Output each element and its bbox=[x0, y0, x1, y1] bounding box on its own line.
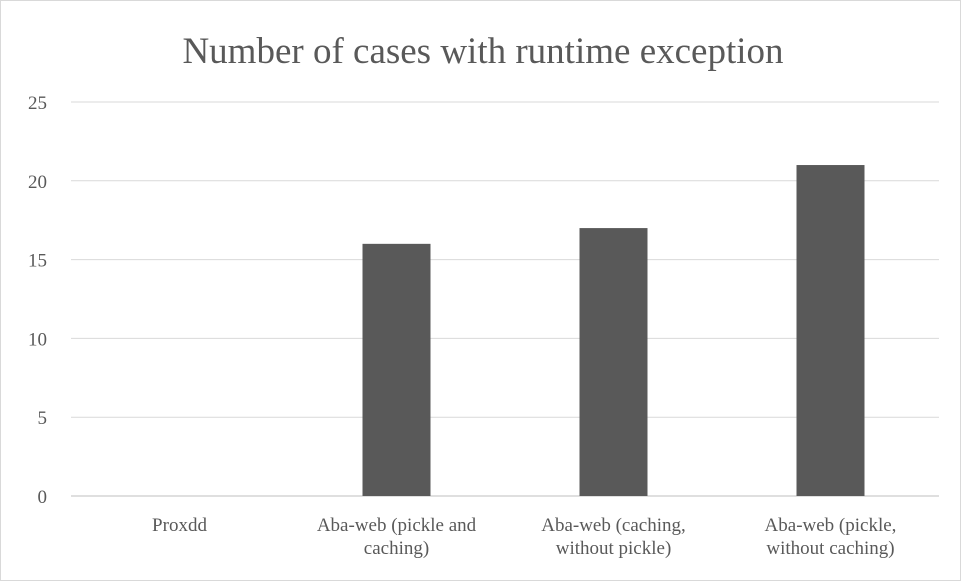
bar bbox=[579, 228, 648, 496]
chart-title: Number of cases with runtime exception bbox=[182, 31, 783, 72]
x-tick-label: Aba-web (pickle, without caching) bbox=[765, 515, 897, 559]
y-axis-ticks: 0 5 10 15 20 25 bbox=[28, 93, 47, 508]
y-tick-label: 15 bbox=[28, 251, 47, 272]
x-tick-label: Proxdd bbox=[152, 515, 207, 536]
x-tick-label: Aba-web (pickle and caching) bbox=[317, 515, 477, 559]
y-tick-label: 10 bbox=[28, 329, 47, 350]
gridlines bbox=[71, 101, 939, 497]
y-tick-label: 5 bbox=[38, 408, 48, 429]
bars bbox=[362, 165, 865, 497]
y-tick-label: 0 bbox=[38, 487, 48, 508]
y-tick-label: 20 bbox=[28, 172, 47, 193]
bar bbox=[796, 165, 865, 497]
x-axis-labels: Proxdd Aba-web (pickle and caching) Aba-web… bbox=[152, 515, 896, 559]
y-tick-label: 25 bbox=[28, 93, 47, 114]
x-tick-label: Aba-web (caching, without pickle) bbox=[541, 515, 686, 559]
bar bbox=[362, 243, 431, 496]
